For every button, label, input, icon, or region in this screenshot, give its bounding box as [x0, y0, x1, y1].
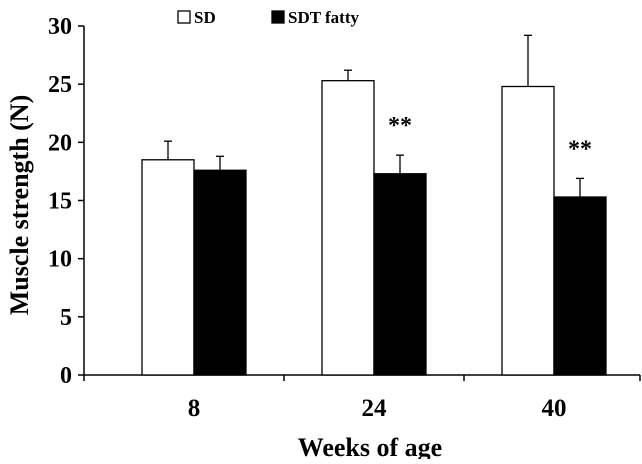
- bar-sd-40: [501, 85, 555, 376]
- bar-sdt-fatty-8: [193, 169, 247, 376]
- legend-label-sd: SD: [194, 8, 216, 27]
- y-tick-label-0: 0: [60, 363, 72, 389]
- significance-annotation-2: **: [568, 136, 592, 162]
- y-tick-label-3: 15: [48, 189, 72, 215]
- bar-sd-8: [141, 159, 195, 376]
- y-tick-label-6: 30: [48, 14, 72, 40]
- bar-sdt-fatty-40: [553, 196, 607, 376]
- y-tick-label-2: 10: [48, 247, 72, 273]
- y-tick-label-4: 20: [48, 130, 72, 156]
- x-axis-label: Weeks of age: [298, 433, 442, 459]
- bar-sdt-fatty-24: [373, 173, 427, 376]
- legend-swatch-sd: [177, 10, 191, 24]
- y-axis-label: Muscle strength (N): [5, 95, 34, 315]
- y-tick-label-1: 5: [60, 305, 72, 331]
- x-tick-label-2: 40: [542, 395, 567, 422]
- bar-sd-24: [321, 80, 375, 376]
- y-tick-label-5: 25: [48, 72, 72, 98]
- x-tick-label-1: 24: [362, 395, 388, 422]
- significance-annotation-1: **: [388, 113, 412, 139]
- legend-label-sdt-fatty: SDT fatty: [288, 8, 359, 27]
- x-tick-label-0: 8: [188, 395, 201, 422]
- legend-swatch-sdt-fatty: [271, 10, 285, 24]
